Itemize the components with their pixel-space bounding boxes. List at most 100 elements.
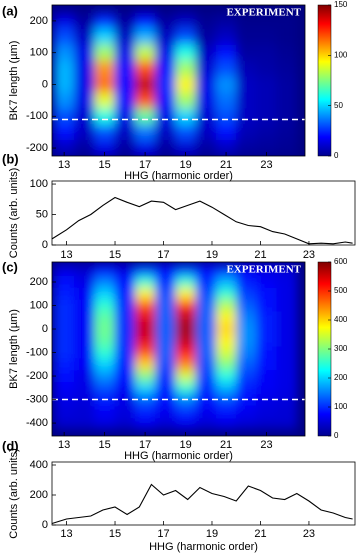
line: [51, 196, 353, 245]
heatmap-cell: [54, 334, 75, 348]
heatmap-cell: [94, 358, 116, 371]
heatmap-cell: [134, 124, 156, 141]
y-tick-label: -200: [26, 142, 48, 154]
heatmap-cell: [256, 76, 278, 93]
x-tick-label: 21: [254, 249, 266, 261]
heatmap-cell: [236, 44, 257, 62]
x-tick-label: 19: [179, 439, 191, 451]
heatmap-cell: [54, 92, 75, 109]
heatmap-cell: [74, 124, 96, 141]
heatmap-cell: [54, 346, 75, 359]
heatmap-cell: [114, 405, 136, 418]
heatmap-cell: [215, 276, 237, 289]
heatmap-cell: [114, 276, 136, 289]
heatmap-cell: [155, 140, 176, 156]
heatmap-cell: [215, 299, 237, 312]
heatmap-cell: [94, 108, 116, 125]
heatmap-cell: [276, 60, 298, 78]
heatmap-cell: [215, 92, 237, 109]
heatmap-cell: [276, 140, 298, 156]
heatmap-cell: [114, 334, 136, 348]
heatmap-cell: [54, 405, 75, 418]
heatmap-cell: [94, 44, 116, 62]
heatmap-cell: [215, 108, 237, 125]
heatmap-cell: [195, 370, 217, 383]
heatmap-cell: [236, 12, 257, 30]
heatmap-cell: [74, 44, 96, 62]
x-tick-label: 23: [303, 249, 315, 261]
heatmap-cell: [114, 323, 136, 336]
heatmap-cell: [54, 358, 75, 371]
heatmap-cell: [134, 358, 156, 371]
y-tick-label: -400: [26, 417, 48, 429]
heatmap-cell: [74, 381, 96, 395]
heatmap-cell: [276, 405, 298, 418]
x-axis-title: HHG (harmonic order): [124, 170, 233, 182]
y-tick-label: 200: [30, 489, 48, 501]
x-tick-label: 19: [179, 159, 191, 171]
heatmap-cells: [54, 12, 298, 156]
heatmap-cell: [114, 299, 136, 312]
heatmap-cell: [134, 311, 156, 324]
heatmap-cell: [74, 140, 96, 156]
heatmap-cell: [276, 264, 298, 277]
x-tick-label: 19: [206, 249, 218, 261]
heatmap-cell: [54, 311, 75, 324]
heatmap-cell: [215, 264, 237, 277]
y-tick-label: 200: [30, 276, 48, 288]
heatmap-cell: [256, 311, 278, 324]
heatmap: [52, 262, 305, 436]
heatmap-cell: [195, 60, 217, 78]
heatmap-cell: [175, 12, 197, 30]
heatmap-cell: [175, 323, 197, 336]
heatmap-cell: [276, 108, 298, 125]
heatmap-cell: [74, 264, 96, 277]
x-tick-label: 17: [139, 439, 151, 451]
heatmap-cell: [114, 311, 136, 324]
heatmap-cell: [276, 287, 298, 301]
heatmap-cell: [155, 381, 176, 395]
heatmap-cell: [256, 12, 278, 30]
heatmap-cell: [94, 323, 116, 336]
heatmap-cell: [256, 381, 278, 395]
heatmap-cell: [94, 60, 116, 78]
heatmap-cell: [236, 264, 257, 277]
x-tick-label: 15: [98, 439, 110, 451]
heatmap-cell: [134, 323, 156, 336]
heatmap-cell: [134, 60, 156, 78]
heatmap-cell: [134, 264, 156, 277]
heatmap-cell: [54, 108, 75, 125]
line: [51, 483, 353, 525]
heatmap-cell: [236, 140, 257, 156]
heatmap-cell: [94, 381, 116, 395]
x-tick-label: 21: [220, 159, 232, 171]
heatmap-cell: [215, 370, 237, 383]
x-axis-title: HHG (harmonic order): [149, 541, 258, 553]
heatmap-cell: [195, 346, 217, 359]
heatmap-cell: [155, 417, 176, 430]
heatmap-cell: [134, 76, 156, 93]
heatmap-cell: [74, 276, 96, 289]
heatmap-cell: [134, 92, 156, 109]
heatmap-cell: [114, 140, 136, 156]
heatmap-cell: [54, 140, 75, 156]
heatmap-cell: [276, 299, 298, 312]
heatmap-cell: [256, 276, 278, 289]
heatmap-cell: [74, 358, 96, 371]
heatmap-cell: [134, 108, 156, 125]
heatmap-cell: [236, 108, 257, 125]
y-tick-label: -200: [26, 370, 48, 382]
heatmap-cell: [175, 311, 197, 324]
heatmap-cell: [215, 417, 237, 430]
x-axis-title: HHG (harmonic order): [124, 450, 233, 462]
heatmap-cell: [155, 28, 176, 46]
heatmap-cell: [175, 358, 197, 371]
heatmap-cell: [114, 28, 136, 46]
heatmap-cell: [256, 358, 278, 371]
heatmap-cell: [215, 44, 237, 62]
plot-frame: [51, 4, 306, 157]
y-tick-label: 0: [42, 323, 48, 335]
heatmap-cell: [155, 124, 176, 141]
heatmap-cell: [256, 60, 278, 78]
